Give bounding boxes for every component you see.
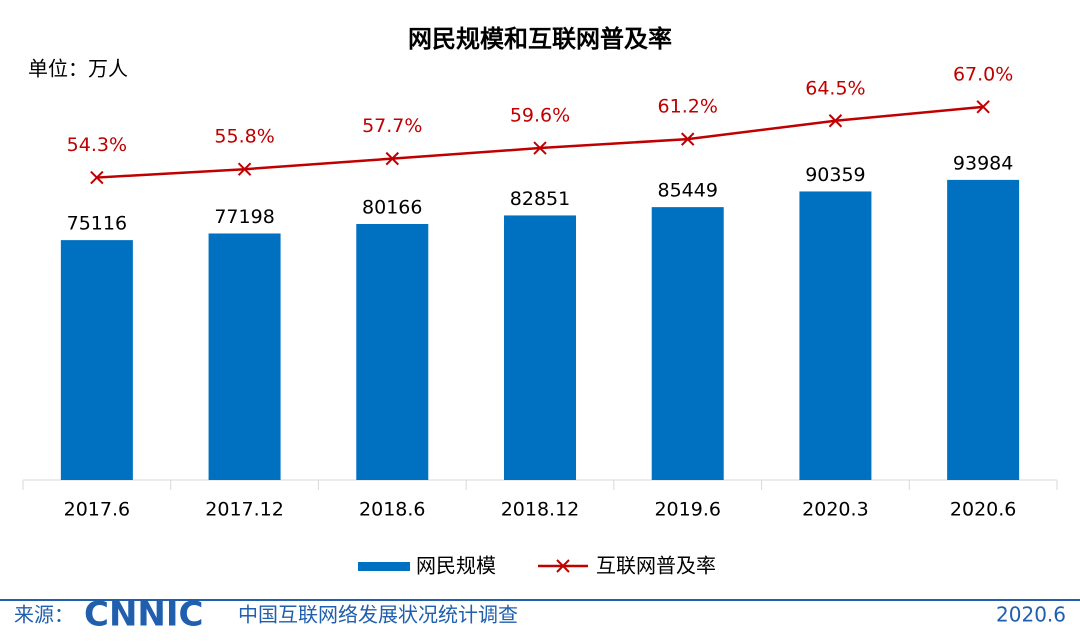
bar (208, 233, 281, 480)
x-tick-label: 2018.12 (501, 499, 580, 521)
bar-value-label: 75116 (67, 213, 127, 235)
line-value-label: 57.7% (362, 115, 422, 137)
footer-survey: 中国互联网络发展状况统计调查 (238, 603, 518, 627)
bar-value-label: 85449 (657, 180, 717, 202)
line-marker (90, 170, 104, 185)
line-marker (828, 114, 843, 128)
x-tick-label: 2017.12 (205, 499, 284, 521)
legend-marker (556, 559, 570, 573)
line-value-label: 54.3% (67, 134, 127, 156)
unit-label: 单位：万人 (28, 57, 128, 81)
line-value-label: 64.5% (805, 77, 865, 99)
x-tick-label: 2020.3 (802, 499, 868, 521)
bar (947, 179, 1020, 481)
bar (356, 224, 429, 480)
chart-title: 网民规模和互联网普及率 (408, 25, 672, 53)
line-marker (976, 100, 990, 114)
line-value-label: 61.2% (658, 96, 718, 118)
line-marker (533, 141, 547, 155)
bar-value-label: 90359 (805, 164, 865, 186)
bar (651, 207, 724, 480)
bar-value-label: 77198 (214, 206, 274, 228)
legend-label: 网民规模 (416, 554, 496, 578)
bar (799, 191, 872, 480)
footer-logo: CNNIC (84, 595, 203, 635)
x-tick-label: 2019.6 (654, 499, 720, 521)
x-tick-label: 2018.6 (359, 499, 425, 521)
line-marker (681, 132, 695, 146)
x-tick-label: 2017.6 (64, 499, 130, 521)
legend-label: 互联网普及率 (596, 554, 716, 578)
x-tick-label: 2020.6 (950, 499, 1016, 521)
bar-value-label: 93984 (953, 152, 1013, 174)
footer-source: 来源： (14, 603, 74, 627)
bar (504, 215, 576, 480)
bar-value-label: 80166 (362, 197, 422, 219)
line-marker (385, 151, 399, 166)
bar-value-label: 82851 (510, 188, 570, 210)
footer-date: 2020.6 (996, 603, 1066, 627)
line-value-label: 55.8% (214, 126, 274, 148)
bar (60, 240, 133, 480)
line-value-label: 67.0% (953, 63, 1013, 85)
legend-swatch (358, 562, 410, 571)
line-value-label: 59.6% (510, 105, 570, 127)
line-marker (237, 162, 252, 176)
